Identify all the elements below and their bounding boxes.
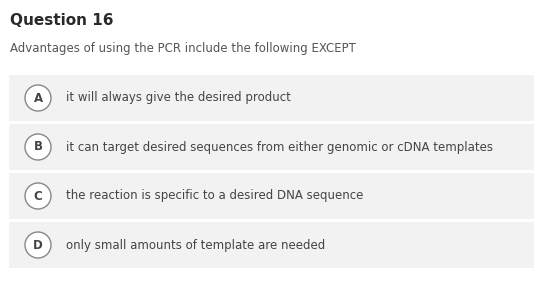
FancyBboxPatch shape: [9, 124, 534, 170]
Text: it will always give the desired product: it will always give the desired product: [66, 92, 291, 104]
FancyBboxPatch shape: [9, 173, 534, 219]
Text: Question 16: Question 16: [10, 13, 114, 28]
Text: Advantages of using the PCR include the following EXCEPT: Advantages of using the PCR include the …: [10, 42, 356, 55]
Ellipse shape: [25, 183, 51, 209]
Text: C: C: [34, 190, 42, 202]
Ellipse shape: [25, 232, 51, 258]
Text: it can target desired sequences from either genomic or cDNA templates: it can target desired sequences from eit…: [66, 140, 493, 154]
FancyBboxPatch shape: [9, 222, 534, 268]
Text: B: B: [34, 140, 43, 154]
FancyBboxPatch shape: [9, 75, 534, 121]
Ellipse shape: [25, 85, 51, 111]
Text: D: D: [33, 239, 43, 251]
Ellipse shape: [25, 134, 51, 160]
Text: A: A: [34, 92, 43, 104]
Text: the reaction is specific to a desired DNA sequence: the reaction is specific to a desired DN…: [66, 190, 364, 202]
Text: only small amounts of template are needed: only small amounts of template are neede…: [66, 239, 325, 251]
